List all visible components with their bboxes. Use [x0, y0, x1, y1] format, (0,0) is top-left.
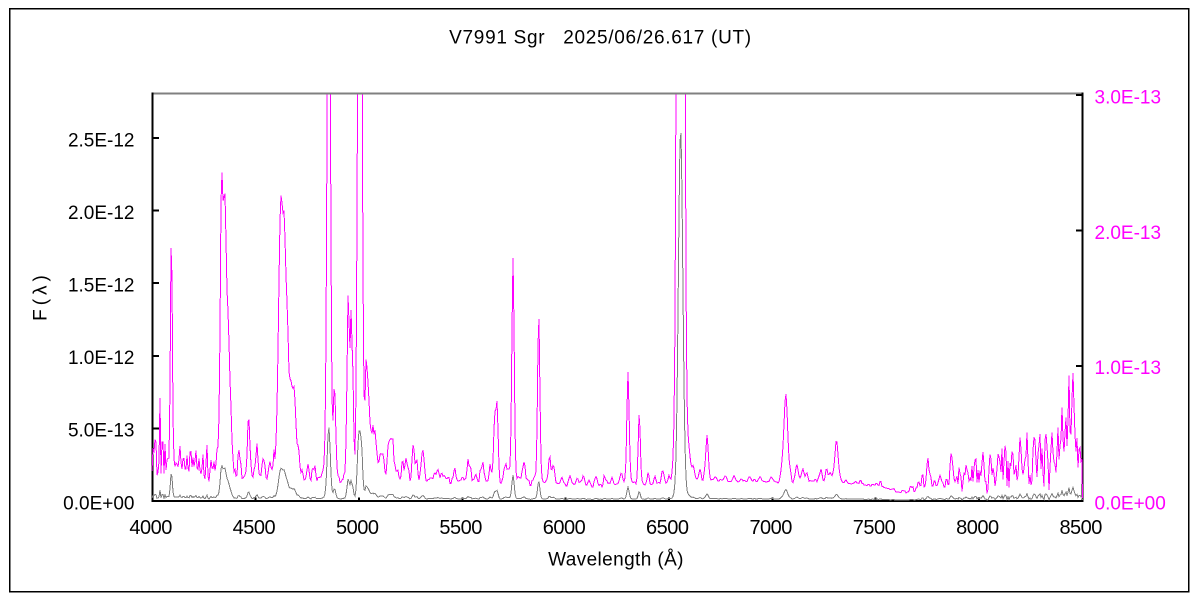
svg-text:Wavelength (Å): Wavelength (Å) — [548, 550, 684, 571]
svg-text:V7991 Sgr 2025/06/26.617 (UT: V7991 Sgr 2025/06/26.617 (UT) — [449, 28, 752, 49]
svg-text:1.0E-13: 1.0E-13 — [1095, 358, 1162, 379]
svg-text:4500: 4500 — [233, 517, 276, 539]
svg-text:6500: 6500 — [646, 517, 689, 539]
svg-text:4000: 4000 — [129, 517, 172, 539]
svg-text:3.0E-13: 3.0E-13 — [1095, 88, 1162, 109]
svg-text:7000: 7000 — [749, 517, 792, 539]
svg-text:F(λ): F(λ) — [31, 271, 52, 321]
svg-text:5000: 5000 — [336, 517, 379, 539]
svg-text:2.0E-13: 2.0E-13 — [1095, 223, 1162, 244]
svg-text:5.0E-13: 5.0E-13 — [68, 421, 135, 442]
svg-text:5500: 5500 — [439, 517, 482, 539]
svg-text:7500: 7500 — [853, 517, 896, 539]
svg-text:0.0E+00: 0.0E+00 — [1095, 493, 1166, 514]
svg-text:8500: 8500 — [1059, 517, 1102, 539]
svg-text:2.5E-12: 2.5E-12 — [68, 130, 135, 151]
svg-text:6000: 6000 — [543, 517, 586, 539]
svg-text:0.0E+00: 0.0E+00 — [63, 493, 134, 514]
svg-text:1.5E-12: 1.5E-12 — [68, 276, 135, 297]
svg-text:8000: 8000 — [956, 517, 999, 539]
svg-text:2.0E-12: 2.0E-12 — [68, 203, 135, 224]
svg-text:1.0E-12: 1.0E-12 — [68, 348, 135, 369]
